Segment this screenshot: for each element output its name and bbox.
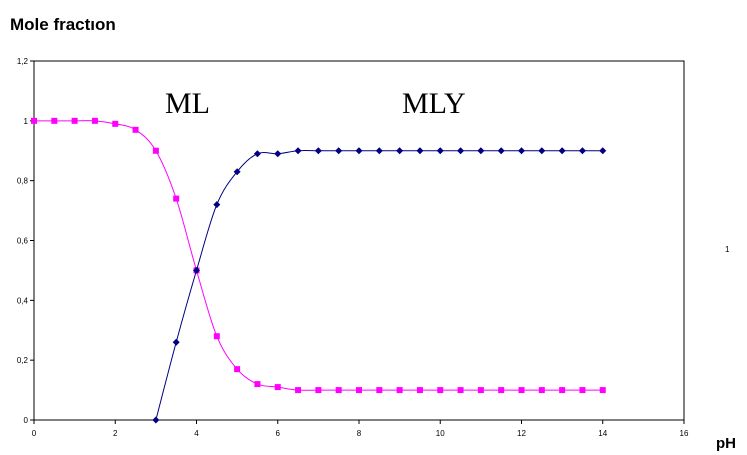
y-tick-label: 0 (24, 416, 29, 425)
data-point (254, 381, 261, 388)
data-point (396, 387, 403, 394)
data-point (51, 117, 58, 124)
data-point (497, 147, 505, 155)
data-point (355, 147, 363, 155)
data-point (599, 147, 607, 155)
data-point (416, 387, 423, 394)
side-note: 1 (725, 245, 730, 254)
data-point (112, 120, 119, 127)
y-tick-label: 0,6 (17, 237, 29, 246)
series-line-1 (155, 150, 603, 421)
y-tick-label: 1,2 (17, 57, 29, 66)
data-point (477, 387, 484, 394)
data-point (457, 147, 465, 155)
data-point (558, 147, 566, 155)
data-point (579, 387, 586, 394)
y-axis-ticks: 0 0,2 0,4 0,6 0,8 1 1,2 (17, 57, 34, 425)
data-point (253, 150, 261, 158)
x-tick-label: 4 (194, 429, 199, 438)
x-tick-label: 16 (680, 429, 689, 438)
x-tick-label: 2 (113, 429, 118, 438)
x-tick-label: 6 (276, 429, 281, 438)
series-line-0 (33, 120, 603, 391)
data-point (315, 387, 322, 394)
data-point (274, 150, 282, 158)
data-point (538, 387, 545, 394)
data-point (599, 387, 606, 394)
data-point (559, 387, 566, 394)
data-point (437, 387, 444, 394)
y-tick-label: 0,2 (17, 356, 29, 365)
data-point (234, 366, 241, 373)
data-point (213, 333, 220, 340)
x-tick-label: 12 (517, 429, 526, 438)
annotation-mly: MLY (402, 87, 466, 120)
data-point (274, 384, 281, 391)
y-tick-label: 1 (24, 117, 29, 126)
data-point (396, 147, 404, 155)
data-point (193, 266, 200, 274)
x-axis-title: pH (716, 435, 736, 452)
data-point (295, 387, 302, 394)
data-point (172, 338, 180, 346)
x-tick-label: 8 (357, 429, 362, 438)
data-point (376, 387, 383, 394)
data-point (31, 117, 37, 124)
x-axis-ticks: 0 2 4 6 8 10 12 14 16 (32, 420, 689, 438)
data-point (314, 147, 322, 155)
data-point (518, 147, 525, 155)
x-tick-label: 0 (32, 429, 37, 438)
plot-area-frame (33, 60, 685, 421)
y-tick-label: 0,8 (17, 177, 29, 186)
y-axis-title: Mole fractıon (10, 15, 116, 34)
data-point (71, 117, 78, 124)
data-point (233, 168, 241, 176)
data-point (91, 117, 98, 124)
data-point (356, 387, 362, 394)
y-tick-label: 0,4 (17, 296, 29, 305)
data-point (152, 416, 160, 424)
series-layer (31, 117, 607, 424)
data-point (436, 147, 444, 155)
data-point (152, 147, 159, 154)
data-point (335, 147, 343, 155)
annotation-ml: ML (165, 87, 210, 120)
data-point (457, 387, 464, 394)
data-point (335, 387, 342, 394)
data-point (518, 387, 525, 394)
data-point (213, 201, 221, 209)
data-point (375, 147, 383, 155)
data-point (132, 126, 139, 133)
data-point (173, 195, 180, 202)
data-point (294, 147, 302, 155)
data-point (498, 387, 505, 394)
x-tick-label: 14 (598, 429, 607, 438)
x-tick-label: 10 (436, 429, 445, 438)
data-point (477, 147, 485, 155)
data-point (538, 147, 546, 155)
data-point (578, 147, 586, 155)
data-point (416, 147, 424, 155)
